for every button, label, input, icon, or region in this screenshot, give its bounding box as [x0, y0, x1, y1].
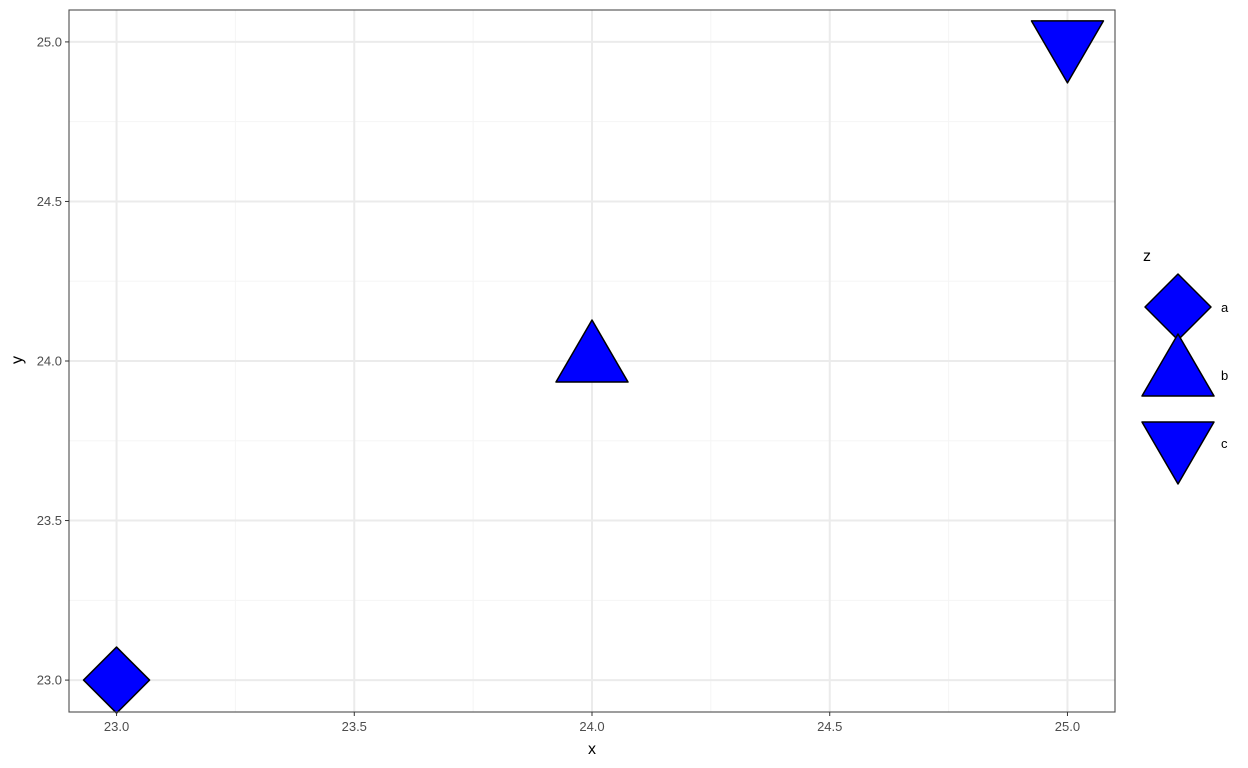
- legend-key-b: [1141, 333, 1215, 397]
- grid-lines: [69, 10, 1115, 712]
- legend: z a b c: [1141, 248, 1229, 485]
- legend-label-c: c: [1221, 436, 1228, 451]
- x-tick-label: 23.0: [104, 719, 129, 734]
- y-tick-label: 25.0: [37, 34, 62, 49]
- y-tick-label: 24.0: [37, 354, 62, 369]
- data-points: [82, 20, 1105, 714]
- legend-title: z: [1143, 248, 1151, 265]
- y-tick-label: 23.0: [37, 673, 62, 688]
- y-tick-label: 23.5: [37, 513, 62, 528]
- x-tick-label: 24.0: [579, 719, 604, 734]
- point-c: [1030, 20, 1105, 84]
- x-tick-label: 24.5: [817, 719, 842, 734]
- x-axis: 23.0 23.5 24.0 24.5 25.0: [104, 712, 1080, 734]
- legend-key-a: [1144, 273, 1212, 341]
- point-a: [82, 646, 151, 714]
- legend-key-c: [1141, 421, 1215, 485]
- point-b: [555, 319, 629, 383]
- y-axis-title: y: [9, 356, 26, 364]
- legend-label-b: b: [1221, 368, 1228, 383]
- legend-label-a: a: [1221, 300, 1229, 315]
- x-tick-label: 23.5: [342, 719, 367, 734]
- y-axis: 23.0 23.5 24.0 24.5 25.0: [37, 34, 69, 688]
- x-axis-title: x: [588, 741, 596, 758]
- x-tick-label: 25.0: [1055, 719, 1080, 734]
- y-tick-label: 24.5: [37, 194, 62, 209]
